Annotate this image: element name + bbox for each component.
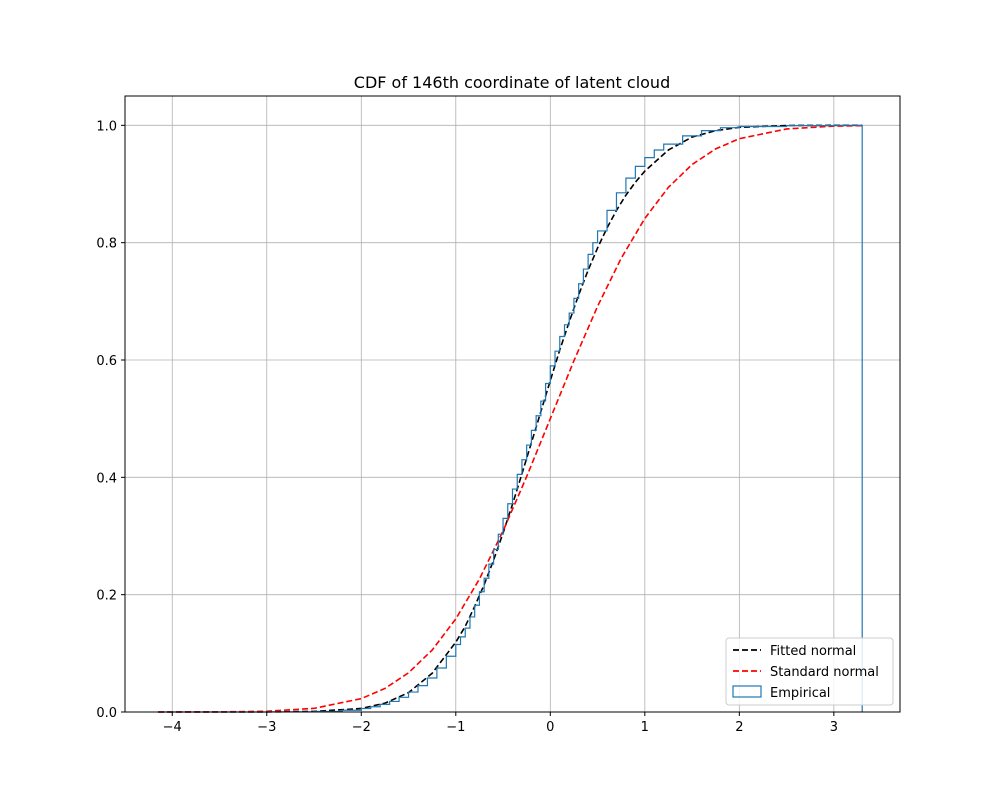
- legend: Fitted normal Standard normal Empirical: [725, 637, 894, 706]
- y-tick-label: 0.6: [96, 354, 117, 369]
- x-tick-label: −1: [446, 720, 465, 735]
- series-empirical-step: [158, 124, 863, 713]
- legend-label-empirical: Empirical: [770, 686, 830, 701]
- y-axis: 0.0 0.2 0.4 0.6 0.8 1.0: [96, 119, 125, 721]
- legend-label-fitted-normal: Fitted normal: [770, 644, 856, 659]
- legend-swatch-empirical: [732, 685, 762, 698]
- y-tick-label: 0.4: [96, 471, 117, 486]
- x-tick-label: −4: [163, 720, 182, 735]
- series-layer: [158, 124, 863, 713]
- plot-frame: [124, 95, 901, 713]
- legend-label-standard-normal: Standard normal: [770, 665, 879, 680]
- x-tick-label: 3: [830, 720, 838, 735]
- series-fitted-normal-line: [158, 124, 863, 713]
- x-tick-label: 2: [735, 720, 743, 735]
- y-tick-label: 0.2: [96, 589, 117, 604]
- y-tick-label: 0.8: [96, 237, 117, 252]
- x-axis: −4 −3 −2 −1 0 1 2 3: [163, 712, 838, 735]
- y-tick-label: 1.0: [96, 119, 117, 134]
- x-tick-label: 0: [546, 720, 554, 735]
- legend-box: [725, 637, 894, 706]
- chart-title: CDF of 146th coordinate of latent cloud: [354, 73, 670, 92]
- series-standard-normal-line: [158, 124, 863, 713]
- y-tick-label: 0.0: [96, 706, 117, 721]
- x-tick-label: 1: [641, 720, 649, 735]
- x-tick-label: −3: [257, 720, 276, 735]
- x-tick-label: −2: [352, 720, 371, 735]
